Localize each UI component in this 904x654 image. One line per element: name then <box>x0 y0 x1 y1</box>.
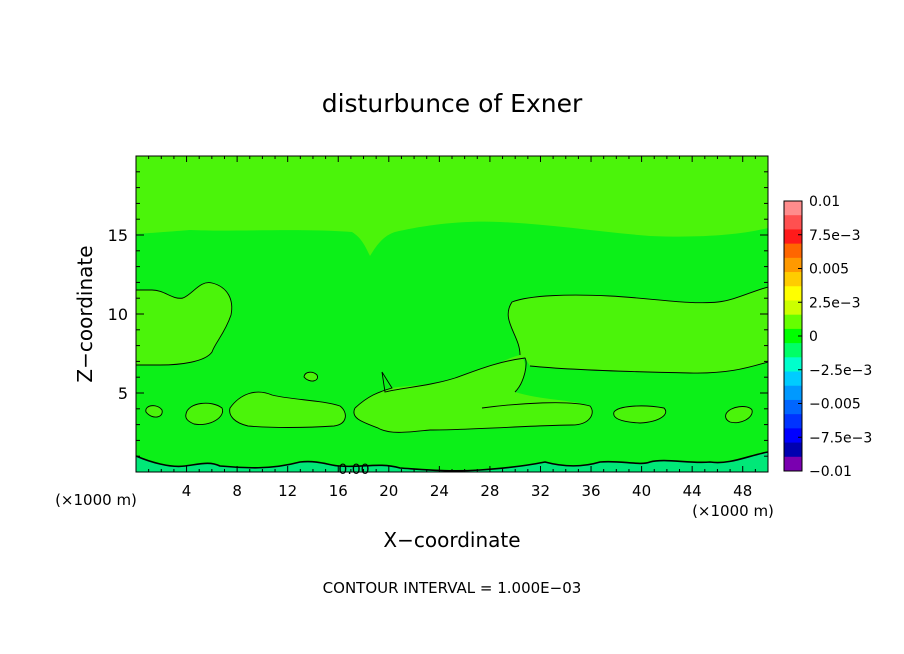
colorbar-swatch <box>784 300 802 316</box>
colorbar-swatch <box>784 371 802 387</box>
colorbar-swatch <box>784 229 802 245</box>
upper-region-right <box>470 287 768 378</box>
contour-lines <box>136 282 768 472</box>
x-tick-label: 32 <box>531 482 550 500</box>
y-axis-label: Z−coordinate <box>73 245 97 382</box>
colorbar-swatch <box>784 243 802 259</box>
colorbar-swatch <box>784 286 802 301</box>
colorbar: 0.01 7.5e−3 0.005 2.5e−3 0 −2.5e−3 −0.005 −7.5e… <box>783 194 872 480</box>
colorbar-swatch <box>784 357 802 373</box>
colorbar-label: 0 <box>809 329 818 345</box>
x-tick-label: 4 <box>182 482 192 500</box>
colorbar-swatch <box>784 399 802 415</box>
colorbar-label: −7.5e−3 <box>809 430 872 446</box>
x-tick-label: 36 <box>581 482 600 500</box>
blob-left-1 <box>145 405 163 418</box>
colorbar-swatch <box>784 201 802 216</box>
y-tick-label: 5 <box>118 384 128 403</box>
colorbar-swatch <box>784 215 802 230</box>
blob-right-2 <box>725 406 753 423</box>
colorbar-swatch <box>784 456 802 472</box>
x-tick-label: 12 <box>278 482 297 500</box>
colorbar-label: 7.5e−3 <box>809 228 861 244</box>
colorbar-label: −2.5e−3 <box>809 363 872 379</box>
colorbar-label: 2.5e−3 <box>809 295 861 311</box>
colorbar-label: 0.005 <box>809 262 849 278</box>
chart-title: disturbunce of Exner <box>322 89 583 118</box>
zero-contour-label: 0.00 <box>338 462 369 478</box>
colorbar-label: 0.01 <box>809 194 840 210</box>
bottom-band <box>136 452 768 472</box>
x-axis-unit-right: (×1000 m) <box>692 502 774 520</box>
x-tick-label: 44 <box>683 482 702 500</box>
colorbar-swatch <box>784 314 802 330</box>
x-tick-label: 24 <box>430 482 449 500</box>
y-axis-ticks: 5 10 15 <box>108 171 768 457</box>
x-tick-label: 16 <box>329 482 348 500</box>
colorbar-swatch <box>784 272 802 287</box>
colorbar-swatch <box>784 414 802 429</box>
region-mid-left <box>229 392 346 428</box>
colorbar-label: −0.005 <box>809 397 861 413</box>
central-region <box>353 358 593 433</box>
x-axis-ticks: 4 8 12 16 20 24 28 32 36 40 44 48 <box>148 156 756 500</box>
x-axis-unit-left: (×1000 m) <box>55 491 137 509</box>
top-region <box>136 156 768 256</box>
colorbar-label: −0.01 <box>809 464 852 480</box>
blob-small <box>304 372 318 382</box>
contour-interval-note: CONTOUR INTERVAL = 1.000E−03 <box>323 579 582 597</box>
field-area <box>136 156 768 472</box>
colorbar-swatch <box>784 257 802 273</box>
x-tick-label: 40 <box>632 482 651 500</box>
x-tick-label: 28 <box>480 482 499 500</box>
y-tick-label: 15 <box>108 226 128 245</box>
colorbar-swatch <box>784 385 802 401</box>
colorbar-swatch <box>784 328 802 344</box>
upper-region-left <box>136 282 232 365</box>
colorbar-swatch <box>784 442 802 458</box>
x-tick-label: 20 <box>379 482 398 500</box>
blob-right-1 <box>613 405 666 423</box>
y-tick-label: 10 <box>108 305 128 324</box>
x-axis-label: X−coordinate <box>383 528 520 552</box>
blob-left-2 <box>185 403 223 425</box>
x-tick-label: 48 <box>733 482 752 500</box>
x-tick-label: 8 <box>232 482 242 500</box>
colorbar-swatch <box>784 343 802 358</box>
colorbar-swatch <box>784 428 802 444</box>
